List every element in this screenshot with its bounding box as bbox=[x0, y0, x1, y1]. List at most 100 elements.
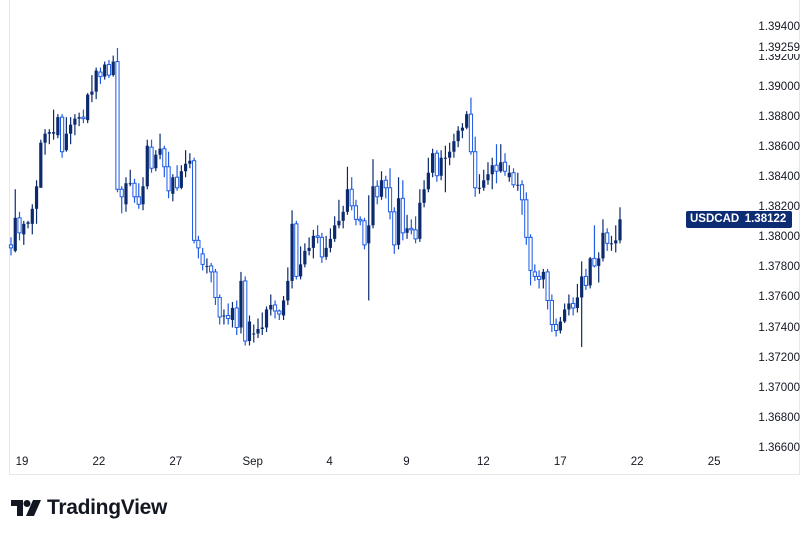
candle-down bbox=[209, 262, 214, 283]
candle-body bbox=[328, 238, 333, 248]
candle-body bbox=[154, 154, 158, 169]
candle-body bbox=[213, 271, 218, 298]
candle-down bbox=[277, 309, 282, 320]
candle-body bbox=[311, 235, 315, 248]
candle-body bbox=[179, 171, 183, 188]
candle-body bbox=[307, 247, 311, 251]
candle-body bbox=[549, 299, 554, 325]
candle-down bbox=[234, 300, 239, 336]
candle-body bbox=[490, 165, 494, 175]
candle-down bbox=[571, 297, 576, 316]
candle-up bbox=[563, 303, 567, 323]
candle-body bbox=[256, 329, 260, 334]
price-tick-label: 1.37600 bbox=[758, 291, 800, 304]
candle-body bbox=[298, 264, 303, 277]
candle-body bbox=[434, 152, 439, 177]
candle-up bbox=[486, 162, 490, 185]
candle-up bbox=[73, 114, 77, 136]
candle-body bbox=[405, 228, 409, 233]
candle-up bbox=[396, 177, 401, 250]
candle-up bbox=[452, 133, 456, 158]
candle-up bbox=[51, 109, 56, 140]
candle-up bbox=[601, 219, 605, 262]
candle-body bbox=[73, 118, 77, 125]
candle-down bbox=[166, 151, 171, 199]
candle-body bbox=[511, 172, 516, 186]
candle-up bbox=[256, 318, 260, 339]
candle-body bbox=[502, 161, 508, 172]
candle-body bbox=[519, 184, 525, 201]
candle-body bbox=[90, 91, 94, 95]
price-tick-label: 1.37200 bbox=[758, 351, 800, 364]
candle-body bbox=[545, 271, 550, 301]
candle-up bbox=[439, 150, 443, 181]
candle-body bbox=[124, 183, 128, 205]
candle-up bbox=[426, 157, 430, 193]
candle-body bbox=[234, 307, 239, 328]
candle-body bbox=[477, 187, 482, 189]
candle-body bbox=[260, 327, 264, 330]
candle-up bbox=[264, 306, 269, 333]
candle-body bbox=[290, 223, 294, 281]
candle-down bbox=[605, 228, 610, 251]
candle-body bbox=[383, 179, 388, 189]
candle-body bbox=[507, 172, 511, 178]
candle-body bbox=[460, 127, 465, 131]
candle-body bbox=[205, 265, 209, 267]
candle-body bbox=[184, 163, 188, 172]
candle-body bbox=[358, 218, 363, 222]
candle-up bbox=[145, 139, 149, 190]
candle-body bbox=[396, 198, 401, 245]
candle-body bbox=[567, 303, 571, 310]
candle-body bbox=[473, 151, 478, 189]
tradingview-logo-icon bbox=[11, 500, 41, 516]
candle-down bbox=[60, 114, 65, 158]
candle-down bbox=[554, 318, 559, 337]
candle-body bbox=[532, 271, 537, 277]
candle-body bbox=[353, 205, 359, 220]
candle-up bbox=[379, 171, 384, 200]
candle-body bbox=[609, 243, 614, 245]
candle-up bbox=[307, 237, 311, 256]
candle-up bbox=[158, 133, 162, 160]
candle-body bbox=[319, 236, 324, 258]
candle-body bbox=[571, 302, 576, 309]
candle-body bbox=[192, 160, 197, 241]
candle-up bbox=[281, 295, 286, 320]
candle-up bbox=[499, 144, 503, 173]
candle-body bbox=[47, 132, 51, 134]
candle-body bbox=[188, 160, 192, 164]
candle-body bbox=[580, 276, 584, 298]
candle-down bbox=[149, 139, 154, 173]
candle-body bbox=[51, 132, 56, 134]
candle-down bbox=[315, 225, 320, 244]
candle-up bbox=[405, 214, 409, 239]
candle-body bbox=[132, 182, 137, 198]
candle-up bbox=[465, 111, 469, 130]
candle-body bbox=[367, 225, 371, 244]
candle-up bbox=[490, 157, 494, 190]
candlestick-plot[interactable] bbox=[0, 0, 808, 476]
candle-up bbox=[94, 67, 98, 100]
tradingview-logo[interactable]: TradingView bbox=[11, 496, 167, 520]
chart-frame[interactable] bbox=[9, 0, 800, 475]
time-tick-label: 25 bbox=[707, 456, 721, 468]
candle-down bbox=[362, 217, 367, 250]
candle-up bbox=[516, 172, 520, 191]
candle-body bbox=[149, 146, 154, 169]
candle-up bbox=[448, 142, 452, 166]
candle-body bbox=[465, 114, 469, 128]
candle-up bbox=[252, 324, 256, 343]
candle-body bbox=[174, 176, 180, 189]
candle-body bbox=[558, 321, 562, 331]
candle-body bbox=[277, 310, 282, 315]
candle-down bbox=[473, 136, 478, 197]
candle-body bbox=[106, 64, 112, 76]
candle-up bbox=[30, 204, 34, 235]
candle-body bbox=[387, 187, 393, 213]
candle-body bbox=[119, 188, 124, 198]
candle-down bbox=[98, 67, 103, 85]
candle-down bbox=[519, 180, 525, 215]
candle-body bbox=[554, 323, 559, 332]
candle-down bbox=[132, 178, 137, 203]
